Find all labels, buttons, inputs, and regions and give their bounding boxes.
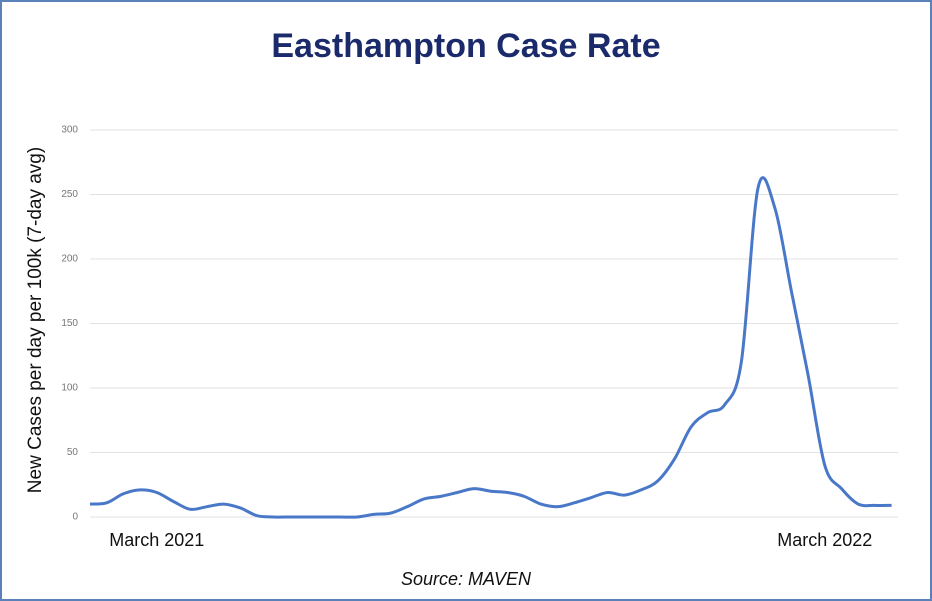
y-tick-label: 250 (61, 189, 78, 200)
y-tick-label: 150 (61, 318, 78, 329)
data-line (89, 176, 892, 519)
x-tick-label: March 2021 (109, 530, 204, 550)
y-tick-label: 200 (61, 254, 78, 265)
y-axis-label: New Cases per day per 100k (7-day avg) (25, 147, 46, 493)
y-tick-label: 100 (61, 383, 78, 394)
y-tick-label: 300 (61, 125, 78, 136)
y-tick-label: 50 (67, 447, 79, 458)
y-tick-label: 0 (72, 512, 78, 523)
chart-title: Easthampton Case Rate (271, 27, 660, 65)
x-tick-label: March 2022 (777, 530, 872, 550)
source-note: Source: MAVEN (401, 569, 532, 589)
